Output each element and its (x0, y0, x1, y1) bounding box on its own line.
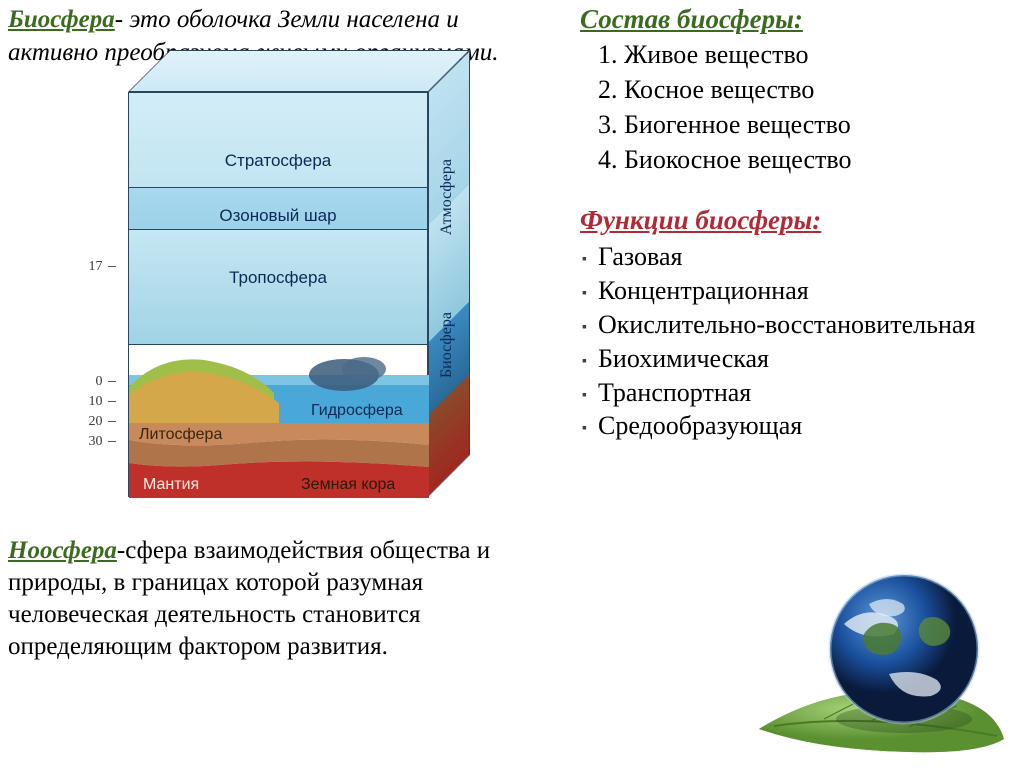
layer-label: Тропосфера (129, 268, 427, 288)
composition-list: Живое веществоКосное веществоБиогенное в… (580, 37, 1010, 177)
label-mantle: Мантия (143, 476, 199, 493)
functions-heading: Функции биосферы: (580, 205, 821, 235)
term-biosphere: Биосфера (8, 6, 115, 33)
composition-item: Биокосное вещество (624, 142, 1010, 177)
scale-tick: 30 (76, 434, 116, 450)
scale-tick: 0 (76, 374, 116, 390)
layer-label: Стратосфера (129, 151, 427, 171)
term-noosphere: Ноосфера (8, 537, 117, 564)
label-crust: Земная кора (301, 476, 395, 493)
vertical-label: Биосфера (438, 312, 456, 378)
noosphere-definition: Ноосфера-сфера взаимодействия общества и… (8, 535, 553, 663)
cube-top-face (128, 50, 470, 92)
label-lithosphere: Литосфера (139, 426, 222, 443)
depth-scale: 17 0 10 20 30 (76, 87, 116, 517)
cube-side-face (428, 50, 470, 497)
function-item: Биохимическая (582, 342, 1010, 376)
function-item: Концентрационная (582, 274, 1010, 308)
composition-heading: Состав биосферы: (580, 4, 803, 34)
layer-Тропосфера: Тропосфера (129, 230, 427, 345)
scale-tick: 20 (76, 414, 116, 430)
cube-front-face: Стратосфера Озоновый шар Тропосфера Гидрос… (128, 92, 428, 497)
biosphere-diagram: 17 0 10 20 30 Стратосфера Озоновый шар Тро… (8, 87, 528, 517)
function-item: Газовая (582, 240, 1010, 274)
ground-section: Гидросфера Литосфера Мантия Земная кора (129, 345, 429, 498)
scale-tick: 17 (76, 259, 116, 275)
composition-item: Живое вещество (624, 37, 1010, 72)
functions-list: ГазоваяКонцентрационнаяОкислительно-восс… (580, 240, 1010, 443)
layer-Озоновый шар: Озоновый шар (129, 188, 427, 230)
vertical-label: Атмосфера (438, 159, 456, 235)
composition-section: Состав биосферы: Живое веществоКосное ве… (580, 4, 1010, 177)
earth-on-leaf-image (729, 564, 1009, 759)
layer-Стратосфера: Стратосфера (129, 93, 427, 188)
functions-section: Функции биосферы: ГазоваяКонцентрационна… (580, 205, 1010, 443)
composition-item: Косное вещество (624, 72, 1010, 107)
scale-tick: 10 (76, 394, 116, 410)
function-item: Средообразующая (582, 409, 1010, 443)
label-hydrosphere: Гидросфера (311, 402, 403, 419)
composition-item: Биогенное вещество (624, 107, 1010, 142)
function-item: Окислительно-восстановительная (582, 308, 1010, 342)
function-item: Транспортная (582, 376, 1010, 410)
layer-label: Озоновый шар (129, 206, 427, 226)
